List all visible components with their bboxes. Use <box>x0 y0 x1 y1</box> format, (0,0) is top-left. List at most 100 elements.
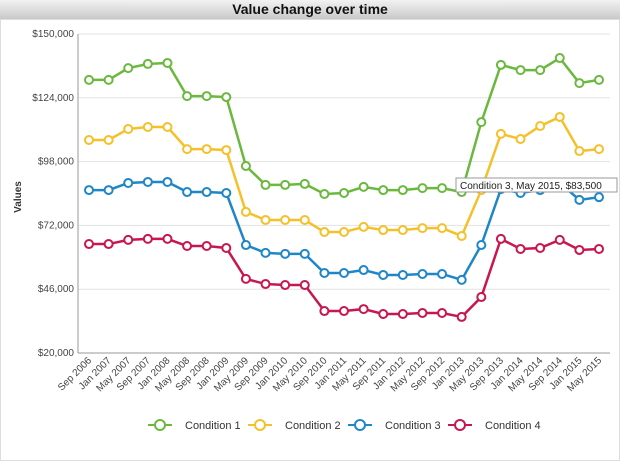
data-point <box>358 181 369 192</box>
data-point <box>84 239 94 250</box>
data-point <box>574 244 585 255</box>
data-point <box>221 145 232 156</box>
y-tick-label: $124,000 <box>32 93 74 104</box>
data-point <box>417 223 428 234</box>
legend-marker <box>454 419 466 431</box>
data-point <box>358 304 369 315</box>
legend-marker <box>154 419 166 431</box>
data-point <box>437 223 448 234</box>
data-point <box>299 178 310 189</box>
data-point <box>456 311 467 322</box>
data-point <box>456 274 467 285</box>
data-point <box>378 185 389 196</box>
data-point <box>319 227 330 238</box>
tooltip-text: Condition 3, May 2015, $83,500 <box>460 181 602 192</box>
data-point <box>240 273 251 284</box>
data-point <box>397 185 408 196</box>
data-point <box>260 215 271 226</box>
data-point <box>299 280 310 291</box>
data-point <box>280 248 291 259</box>
data-point <box>417 268 428 279</box>
data-point <box>280 215 291 226</box>
data-point <box>162 176 173 187</box>
data-point <box>123 63 134 74</box>
data-point <box>358 265 369 276</box>
legend-label: Condition 1 <box>185 420 241 432</box>
data-point <box>535 65 546 76</box>
data-point <box>260 279 271 290</box>
tooltip-box <box>455 177 618 193</box>
data-point <box>495 233 506 244</box>
legend-marker <box>354 419 366 431</box>
data-point <box>574 78 585 89</box>
data-point <box>84 135 94 146</box>
data-point <box>221 242 232 253</box>
data-point <box>123 123 134 134</box>
data-point <box>339 188 349 199</box>
y-tick-label: $72,000 <box>38 220 75 231</box>
data-point <box>319 188 330 199</box>
legend-label: Condition 3 <box>385 420 441 432</box>
data-point <box>456 230 467 241</box>
frame <box>0 19 620 461</box>
data-point <box>201 187 212 198</box>
data-point <box>476 240 487 251</box>
data-point <box>162 57 173 68</box>
data-point <box>103 185 114 196</box>
data-point <box>397 225 408 236</box>
data-point <box>378 269 389 280</box>
data-point <box>594 243 604 254</box>
data-point <box>378 225 389 236</box>
data-point <box>594 74 604 85</box>
data-point <box>339 268 349 279</box>
data-point <box>437 268 448 279</box>
data-point <box>495 59 506 70</box>
y-tick-label: $46,000 <box>38 284 75 295</box>
data-point <box>437 183 448 194</box>
data-point <box>240 240 251 251</box>
data-point <box>260 179 271 190</box>
data-point <box>515 243 526 254</box>
data-point <box>201 241 212 252</box>
data-point <box>535 242 546 253</box>
data-point <box>476 292 487 303</box>
data-point <box>84 74 94 85</box>
data-point <box>594 192 604 203</box>
data-point <box>476 117 487 128</box>
data-point <box>299 215 310 226</box>
data-point <box>319 268 330 279</box>
data-point <box>103 239 114 250</box>
data-point <box>240 161 251 172</box>
data-point <box>397 269 408 280</box>
data-point <box>594 144 604 155</box>
data-point <box>240 206 251 217</box>
data-point <box>142 122 153 133</box>
data-point <box>260 247 271 258</box>
title-bar <box>0 0 620 19</box>
data-point <box>515 134 526 145</box>
y-tick-label: $20,000 <box>38 348 75 359</box>
legend-label: Condition 2 <box>285 420 341 432</box>
data-point <box>142 176 153 187</box>
data-point <box>417 183 428 194</box>
data-point <box>162 233 173 244</box>
data-point <box>123 234 134 245</box>
data-point <box>123 177 134 188</box>
data-point <box>142 58 153 69</box>
data-point <box>103 135 114 146</box>
y-tick-label: $98,000 <box>38 157 75 168</box>
data-point <box>182 187 193 198</box>
data-point <box>378 308 389 319</box>
data-point <box>201 144 212 155</box>
data-point <box>515 65 526 76</box>
data-point <box>554 234 565 245</box>
data-point <box>495 128 506 139</box>
data-point <box>358 221 369 232</box>
data-point <box>574 194 585 205</box>
data-point <box>280 280 291 291</box>
data-point <box>162 122 173 133</box>
data-point <box>142 233 153 244</box>
data-point <box>554 111 565 122</box>
data-point <box>103 74 114 85</box>
